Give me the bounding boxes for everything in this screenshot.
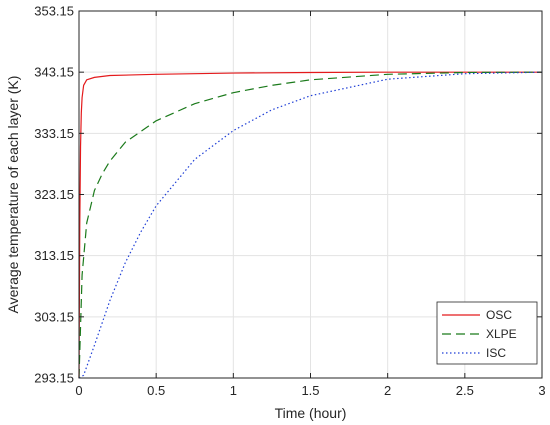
legend-box <box>436 301 538 365</box>
x-axis-label: Time (hour) <box>275 405 347 421</box>
series-line-xlpe <box>78 71 543 379</box>
series-group <box>78 71 543 379</box>
x-tick-label: 2 <box>384 383 391 398</box>
legend: OSC XLPE ISC <box>436 301 538 365</box>
y-tick-label: 333.15 <box>34 126 74 141</box>
y-tick-label: 303.15 <box>34 309 74 324</box>
x-tick-label: 3 <box>538 383 545 398</box>
legend-label-osc: OSC <box>486 308 512 322</box>
x-tick-label: 1.5 <box>301 383 319 398</box>
legend-label-xlpe: XLPE <box>486 327 517 341</box>
x-tick-label: 0.5 <box>147 383 165 398</box>
y-tick-label: 323.15 <box>34 187 74 202</box>
x-tick-label: 0 <box>75 383 82 398</box>
y-tick-label: 353.15 <box>34 4 74 19</box>
ticks: 0 0.5 1 1.5 2 2.5 3 293.15 303.15 313.15 323.15 333… <box>34 4 545 399</box>
y-tick-label: 313.15 <box>34 248 74 263</box>
y-axis-label: Average temperature of each layer (K) <box>5 76 21 314</box>
x-tick-label: 2.5 <box>456 383 474 398</box>
series-line-osc <box>78 71 542 379</box>
series-line-isc <box>78 71 543 379</box>
legend-label-isc: ISC <box>486 346 506 360</box>
x-tick-label: 1 <box>230 383 237 398</box>
y-tick-label: 293.15 <box>34 371 74 386</box>
y-tick-label: 343.15 <box>34 65 74 80</box>
